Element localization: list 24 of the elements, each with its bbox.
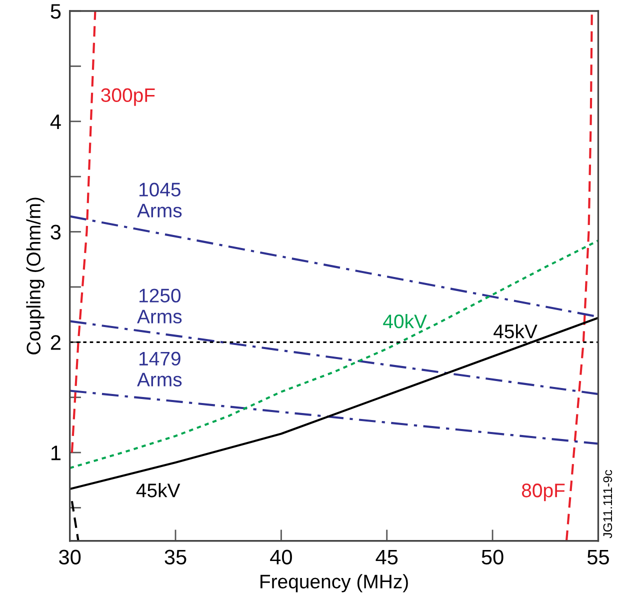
series-label: 80pF [522,484,565,502]
series-label: 45kV [494,324,538,338]
y-tick-label: 2 [50,335,60,350]
y-tick-label: 3 [50,224,61,240]
line-series [70,11,96,454]
series-label: 300pF [101,88,155,106]
text: JG11.111-9c [603,470,612,538]
series-label: 40kV [383,314,427,328]
series-label: 1479 Arms [137,352,182,386]
y-axis-title: Coupling (Ohm/m) [26,198,44,354]
y-tick-label: 1 [52,446,60,460]
x-tick-label: 30 [59,550,81,564]
x-axis-title: Frequency (MHz) [260,574,408,592]
text: 45kV [136,483,180,498]
x-tick-label: 40 [270,550,292,564]
y-tick-label: 4 [50,114,61,129]
series-label: 1250 Arms [137,288,182,324]
x-tick-label: 45 [376,550,398,564]
x-tick-label: 50 [482,550,504,564]
line-series [70,240,598,470]
x-tick-label: 55 [587,550,609,564]
y-tick-label: 5 [50,4,61,19]
series-label: 1045 Arms [137,182,182,218]
x-tick-label: 35 [164,550,186,564]
